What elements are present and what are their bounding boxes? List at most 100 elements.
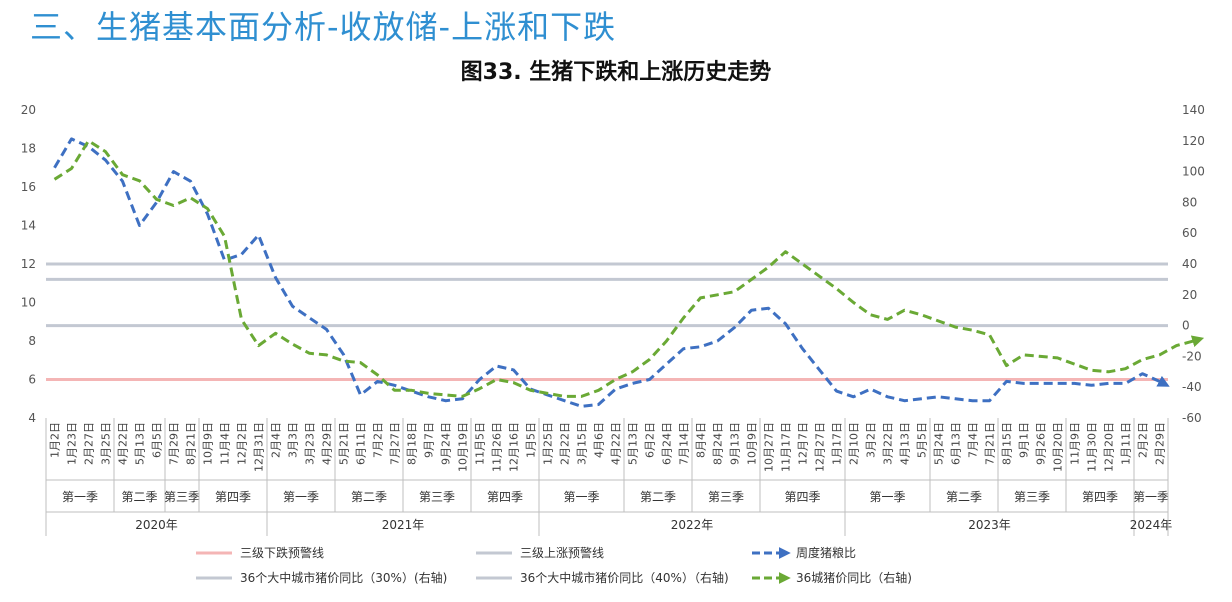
x-tick-label: 5月24日 xyxy=(933,422,946,465)
x-quarter-label: 第四季 xyxy=(1082,490,1118,504)
x-tick-label: 10月27日 xyxy=(763,422,776,472)
x-tick-label: 11月5日 xyxy=(474,422,487,465)
x-tick-label: 2月27日 xyxy=(83,422,96,465)
y-left-tick-label: 4 xyxy=(28,411,36,425)
x-tick-label: 5月5日 xyxy=(916,422,929,458)
y-left-tick-label: 12 xyxy=(21,257,36,271)
x-tick-label: 4月13日 xyxy=(899,422,912,465)
x-tick-label: 2月4日 xyxy=(270,422,283,458)
x-tick-label: 3月2日 xyxy=(865,422,878,458)
x-quarter-label: 第四季 xyxy=(215,490,251,504)
x-quarter-label: 第一季 xyxy=(62,490,98,504)
x-tick-label: 1月17日 xyxy=(831,422,844,465)
x-tick-label: 11月30日 xyxy=(1086,422,1099,472)
x-quarter-label: 第一季 xyxy=(1133,490,1169,504)
x-tick-label: 4月22日 xyxy=(610,422,623,465)
x-quarter-label: 第一季 xyxy=(283,490,319,504)
x-quarter-label: 第三季 xyxy=(419,490,455,504)
y-right-tick-label: 0 xyxy=(1182,319,1190,333)
y-right-tick-label: 140 xyxy=(1182,103,1205,117)
x-quarter-label: 第二季 xyxy=(946,490,982,504)
x-tick-label: 10月20日 xyxy=(1052,422,1065,472)
x-tick-label: 6月13日 xyxy=(950,422,963,465)
y-right-tick-label: 120 xyxy=(1182,134,1205,148)
x-tick-label: 4月22日 xyxy=(117,422,130,465)
x-tick-label: 11月26日 xyxy=(491,422,504,472)
legend-label-4: 36个大中城市猪价同比（40%）（右轴) xyxy=(520,570,729,585)
y-left-tick-label: 18 xyxy=(21,142,36,156)
x-tick-label: 8月4日 xyxy=(695,422,708,458)
legend-label-1: 三级上涨预警线 xyxy=(520,545,604,560)
x-year-label: 2023年 xyxy=(968,518,1011,532)
y-left-tick-label: 14 xyxy=(21,219,36,233)
series-line-0 xyxy=(53,137,1170,408)
x-tick-label: 3月25日 xyxy=(100,422,113,465)
x-tick-label: 12月16日 xyxy=(508,422,521,472)
x-tick-label: 10月9日 xyxy=(746,422,759,465)
y-left-tick-label: 8 xyxy=(28,334,36,348)
x-year-label: 2020年 xyxy=(135,518,178,532)
legend-label-5: 36城猪价同比（右轴) xyxy=(796,570,912,585)
x-tick-label: 7月27日 xyxy=(389,422,402,465)
x-tick-label: 12月27日 xyxy=(814,422,827,472)
x-tick-label: 1月23日 xyxy=(66,422,79,465)
x-tick-label: 9月24日 xyxy=(440,422,453,465)
x-tick-label: 12月2日 xyxy=(236,422,249,465)
x-tick-label: 11月9日 xyxy=(1069,422,1082,465)
y-left-tick-label: 20 xyxy=(21,103,36,117)
x-tick-label: 7月29日 xyxy=(168,422,181,465)
x-quarter-label: 第一季 xyxy=(563,490,599,504)
x-tick-label: 1月11日 xyxy=(1120,422,1133,465)
x-tick-label: 7月4日 xyxy=(967,422,980,458)
x-tick-label: 12月20日 xyxy=(1103,422,1116,472)
x-tick-label: 7月14日 xyxy=(678,422,691,465)
y-right-tick-label: 60 xyxy=(1182,226,1197,240)
x-tick-label: 10月19日 xyxy=(457,422,470,472)
x-quarter-label: 第二季 xyxy=(121,490,157,504)
y-right-tick-label: -20 xyxy=(1182,349,1202,363)
x-tick-label: 4月6日 xyxy=(593,422,606,458)
x-quarter-label: 第二季 xyxy=(640,490,676,504)
x-tick-label: 11月4日 xyxy=(219,422,232,465)
y-left-tick-label: 10 xyxy=(21,296,36,310)
x-tick-label: 3月22日 xyxy=(882,422,895,465)
x-quarter-label: 第三季 xyxy=(1014,490,1050,504)
x-quarter-label: 第二季 xyxy=(351,490,387,504)
y-right-tick-label: 100 xyxy=(1182,165,1205,179)
y-right-tick-label: -40 xyxy=(1182,380,1202,394)
x-quarter-label: 第三季 xyxy=(708,490,744,504)
x-tick-label: 9月1日 xyxy=(1018,422,1031,458)
x-tick-label: 11月17日 xyxy=(780,422,793,472)
x-tick-label: 7月2日 xyxy=(372,422,385,458)
y-right-tick-label: 20 xyxy=(1182,288,1197,302)
x-tick-label: 2月29日 xyxy=(1154,422,1167,465)
series-line-1 xyxy=(53,139,1205,398)
x-tick-label: 5月13日 xyxy=(134,422,147,465)
x-tick-label: 9月13日 xyxy=(729,422,742,465)
x-tick-label: 8月15日 xyxy=(1001,422,1014,465)
x-tick-label: 6月5日 xyxy=(151,422,164,458)
x-tick-label: 9月26日 xyxy=(1035,422,1048,465)
x-tick-label: 5月13日 xyxy=(627,422,640,465)
chart-title: 图33. 生猪下跌和上涨历史走势 xyxy=(460,60,772,85)
y-right-tick-label: 40 xyxy=(1182,257,1197,271)
x-tick-label: 8月18日 xyxy=(406,422,419,465)
x-tick-label: 12月7日 xyxy=(797,422,810,465)
x-quarter-label: 第四季 xyxy=(784,490,820,504)
y-right-tick-label: -60 xyxy=(1182,411,1202,425)
y-right-tick-label: 80 xyxy=(1182,195,1197,209)
x-tick-label: 6月11日 xyxy=(355,422,368,465)
x-tick-label: 6月2日 xyxy=(644,422,657,458)
x-tick-label: 3月15日 xyxy=(576,422,589,465)
x-year-label: 2022年 xyxy=(671,518,714,532)
x-quarter-label: 第一季 xyxy=(869,490,905,504)
x-year-label: 2021年 xyxy=(382,518,425,532)
x-tick-label: 2月22日 xyxy=(559,422,572,465)
x-tick-label: 1月25日 xyxy=(542,422,555,465)
x-tick-label: 2月10日 xyxy=(848,422,861,465)
x-tick-label: 1月2日 xyxy=(49,422,62,458)
y-left-tick-label: 6 xyxy=(28,373,36,387)
x-tick-label: 10月9日 xyxy=(202,422,215,465)
x-tick-label: 6月24日 xyxy=(661,422,674,465)
